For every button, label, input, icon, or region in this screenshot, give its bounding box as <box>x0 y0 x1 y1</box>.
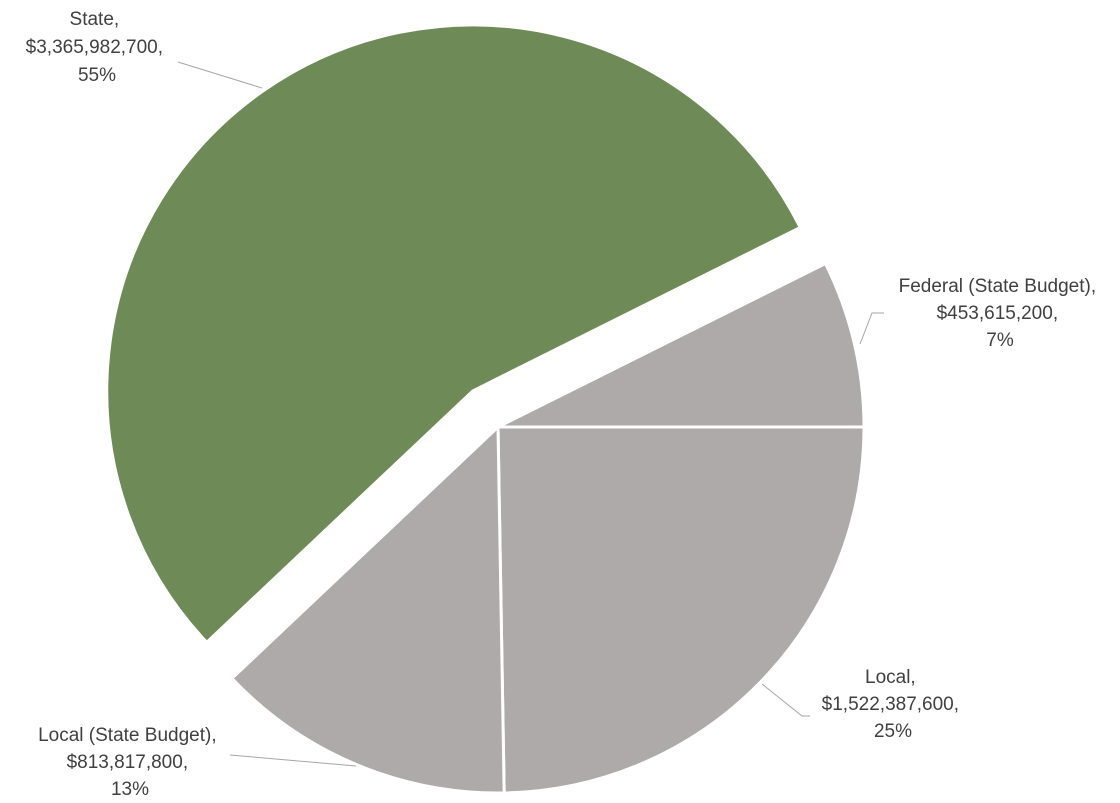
leader-lines <box>177 61 884 767</box>
label-value: $453,615,200, <box>937 303 1059 324</box>
label-percent: 55% <box>78 65 116 86</box>
data-label-state: State, $3,365,982,700, 55% <box>26 9 169 86</box>
pie-slices <box>105 23 866 795</box>
leader-line <box>177 61 263 89</box>
label-name: Federal (State Budget), <box>899 276 1097 297</box>
label-name: State, <box>70 9 120 30</box>
leader-line <box>859 312 884 345</box>
label-percent: 7% <box>986 330 1014 351</box>
label-percent: 25% <box>874 721 912 742</box>
pie-slice-federal-state-budget <box>497 261 866 429</box>
pie-slice-state <box>105 23 803 645</box>
label-value: $1,522,387,600, <box>822 694 959 715</box>
leader-line <box>761 683 810 717</box>
label-name: Local (State Budget), <box>38 725 217 746</box>
data-label-federal-state-budget: Federal (State Budget), $453,615,200, 7% <box>899 276 1102 351</box>
pie-slice-local-state-budget <box>229 423 506 795</box>
label-name: Local, <box>865 667 916 688</box>
pie-slice-local <box>496 425 866 795</box>
data-label-local: Local, $1,522,387,600, 25% <box>822 667 965 742</box>
label-value: $813,817,800, <box>67 752 189 773</box>
leader-line <box>229 754 357 767</box>
label-value: $3,365,982,700, <box>26 37 163 58</box>
label-percent: 13% <box>111 779 149 800</box>
data-label-local-state-budget: Local (State Budget), $813,817,800, 13% <box>38 725 222 800</box>
